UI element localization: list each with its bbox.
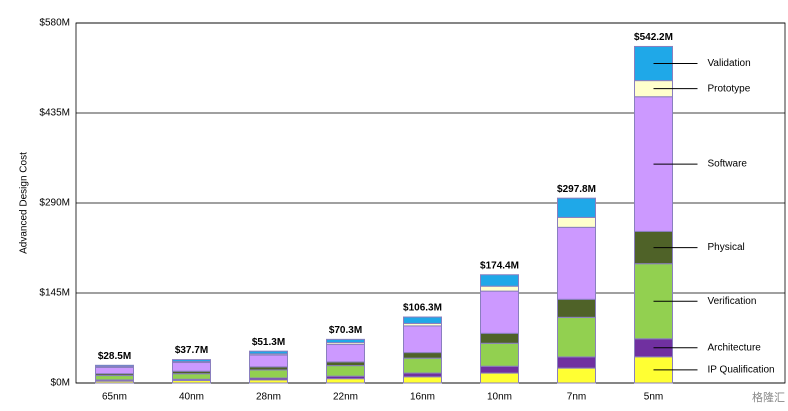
y-tick-label: $290M [39, 198, 70, 209]
bar-segment [403, 357, 442, 374]
total-label: $37.7M [175, 345, 208, 356]
total-label: $106.3M [403, 303, 442, 314]
y-tick-label: $580M [39, 18, 70, 29]
bar-segment [403, 316, 442, 324]
x-tick-label: 40nm [179, 392, 204, 403]
x-tick-label: 28nm [256, 392, 281, 403]
bar-segment [403, 325, 442, 354]
bar-segment [403, 376, 442, 384]
total-label: $28.5M [98, 351, 131, 362]
bar-segment [557, 216, 596, 228]
legend-label: Architecture [708, 342, 762, 353]
legend-label: Validation [708, 58, 751, 69]
bar-segment [403, 372, 442, 378]
bar-segment [326, 361, 365, 367]
bar-segment [249, 354, 288, 368]
bar-segment [326, 365, 365, 377]
x-tick-label: 65nm [102, 392, 127, 403]
bar-segment [95, 375, 134, 381]
bar-segment [480, 290, 519, 334]
legend-label: Software [708, 159, 748, 170]
bar-segment [249, 350, 288, 355]
y-tick-label: $0M [51, 378, 70, 389]
x-tick-label: 16nm [410, 392, 435, 403]
bar-segment [172, 359, 211, 363]
legend-label: Physical [708, 242, 745, 253]
y-tick-label: $435M [39, 108, 70, 119]
bar-segment [557, 356, 596, 369]
bar-segment [557, 226, 596, 300]
bar-segment [95, 364, 134, 368]
x-tick-label: 10nm [487, 392, 512, 403]
bar-segment [480, 285, 519, 292]
bar-segment [480, 365, 519, 374]
bar-segment [249, 369, 288, 379]
legend-label: IP Qualification [708, 365, 775, 376]
bar-segment [480, 372, 519, 384]
total-label: $174.4M [480, 260, 519, 271]
bar-segment [403, 352, 442, 359]
bar-segment [172, 373, 211, 380]
bar-segment [95, 366, 134, 375]
y-tick-label: $145M [39, 288, 70, 299]
total-label: $70.3M [329, 325, 362, 336]
x-tick-label: 7nm [567, 392, 586, 403]
bar-segment [172, 362, 211, 372]
bar-segment [326, 344, 365, 363]
bar-segment [557, 197, 596, 218]
bar-segment [557, 298, 596, 318]
bar-segment [326, 338, 365, 344]
watermark: 格隆汇 [752, 390, 785, 404]
bar-segment [480, 274, 519, 287]
bar-segment [557, 367, 596, 384]
y-axis-label: Advanced Design Cost [19, 152, 30, 254]
bar-segment [480, 342, 519, 367]
legend-label: Verification [708, 296, 757, 307]
x-tick-label: 22nm [333, 392, 358, 403]
total-label: $297.8M [557, 184, 596, 195]
total-label: $51.3M [252, 337, 285, 348]
total-label: $542.2M [634, 32, 673, 43]
bar-segment [326, 378, 365, 384]
legend-label: Prototype [708, 83, 751, 94]
bar-segment [557, 316, 596, 358]
bar-segment [480, 332, 519, 344]
x-tick-label: 5nm [644, 392, 663, 403]
